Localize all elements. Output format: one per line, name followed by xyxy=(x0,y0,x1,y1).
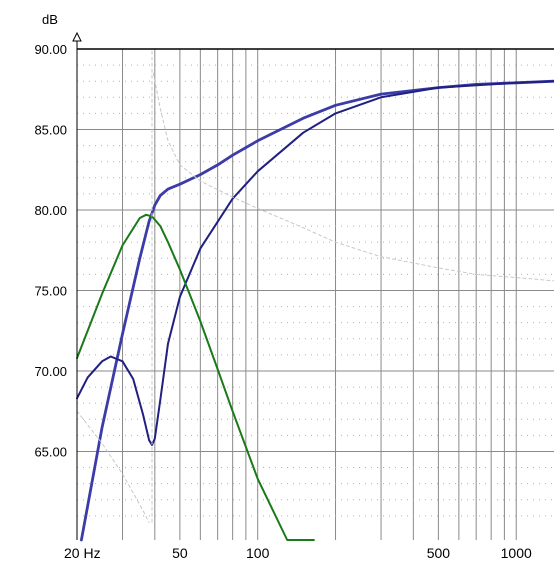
axis-layer: 90.00 85.00 80.00 75.00 70.00 65.00 20 Hz 50 100… xyxy=(34,31,532,561)
x-tick-label: 20 Hz xyxy=(64,545,101,561)
grid-layer xyxy=(76,48,554,540)
series-layer xyxy=(76,48,554,542)
x-tick-label: 50 xyxy=(172,545,188,561)
series-line-4 xyxy=(152,72,554,282)
y-tick-label: 70.00 xyxy=(34,364,67,379)
y-axis-arrow xyxy=(72,31,82,42)
x-tick-label: 1000 xyxy=(501,545,532,561)
y-tick-label: 75.00 xyxy=(34,283,67,298)
y-tick-label: 80.00 xyxy=(34,203,67,218)
y-tick-label: 65.00 xyxy=(34,444,67,459)
series-line-2 xyxy=(76,80,554,446)
x-tick-label: 100 xyxy=(246,545,270,561)
series-line-5 xyxy=(76,410,150,523)
y-tick-label: 85.00 xyxy=(34,122,67,137)
series-line-3 xyxy=(76,213,315,541)
y-axis-unit-label: dB xyxy=(42,12,58,27)
x-tick-label: 500 xyxy=(427,545,451,561)
y-tick-label: 90.00 xyxy=(34,42,67,57)
